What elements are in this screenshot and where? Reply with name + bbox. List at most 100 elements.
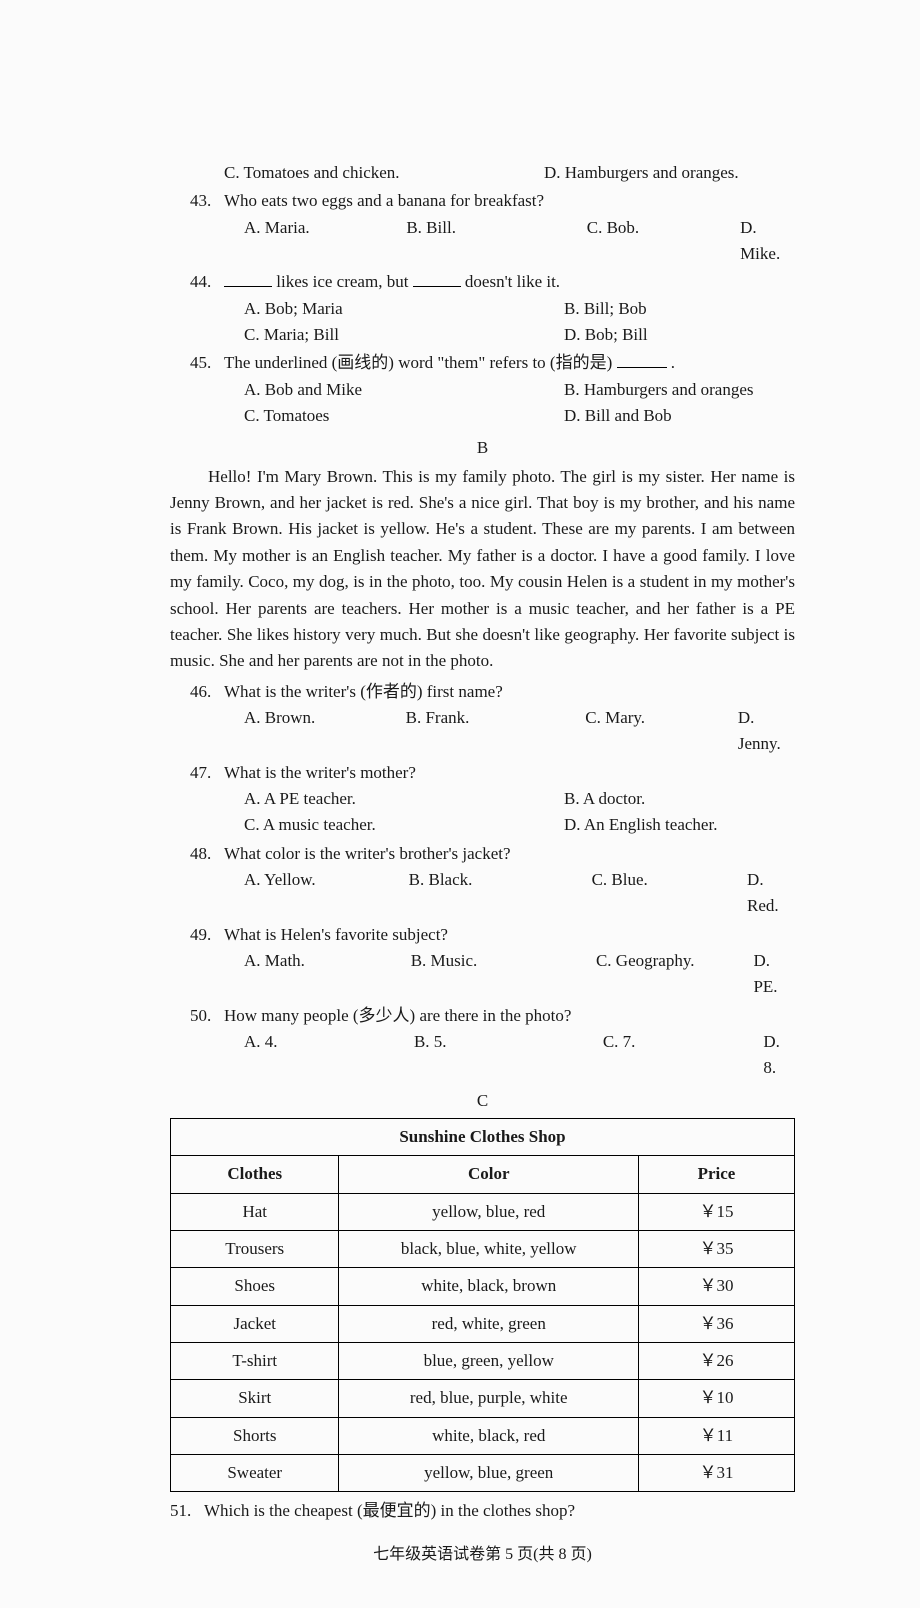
cell-price: ￥11: [638, 1417, 794, 1454]
question-44: 44. likes ice cream, but doesn't like it…: [190, 269, 795, 348]
q49-opt-a[interactable]: A. Math.: [244, 948, 411, 1001]
q45-num: 45.: [190, 350, 224, 376]
q50-opt-b[interactable]: B. 5.: [414, 1029, 603, 1082]
cell-clothes: Trousers: [171, 1231, 339, 1268]
table-title: Sunshine Clothes Shop: [171, 1119, 795, 1156]
question-47: 47. What is the writer's mother? A. A PE…: [190, 760, 795, 839]
q50-opt-a[interactable]: A. 4.: [244, 1029, 414, 1082]
q45-blank: [617, 367, 667, 368]
section-c-letter: C: [170, 1088, 795, 1114]
table-row: Hat yellow, blue, red ￥15: [171, 1193, 795, 1230]
q44-num: 44.: [190, 269, 224, 295]
q43-opt-a[interactable]: A. Maria.: [244, 215, 406, 268]
q47-opt-d[interactable]: D. An English teacher.: [564, 812, 717, 838]
cell-price: ￥31: [638, 1455, 794, 1492]
q50-opt-c[interactable]: C. 7.: [603, 1029, 764, 1082]
cell-color: red, white, green: [339, 1305, 639, 1342]
q46-num: 46.: [190, 679, 224, 705]
table-row: T-shirt blue, green, yellow ￥26: [171, 1343, 795, 1380]
cell-price: ￥36: [638, 1305, 794, 1342]
question-43: 43. Who eats two eggs and a banana for b…: [190, 188, 795, 267]
cell-clothes: Jacket: [171, 1305, 339, 1342]
table-head-price: Price: [638, 1156, 794, 1193]
passage-b: Hello! I'm Mary Brown. This is my family…: [170, 464, 795, 675]
q46-text: What is the writer's (作者的) first name?: [224, 679, 503, 705]
q48-opt-b[interactable]: B. Black.: [409, 867, 592, 920]
q44-blank-2: [413, 286, 461, 287]
q42-opt-c: C. Tomatoes and chicken.: [224, 160, 544, 186]
cell-price: ￥35: [638, 1231, 794, 1268]
q48-num: 48.: [190, 841, 224, 867]
q44-opt-d[interactable]: D. Bob; Bill: [564, 322, 648, 348]
cell-price: ￥15: [638, 1193, 794, 1230]
cell-color: yellow, blue, green: [339, 1455, 639, 1492]
cell-color: blue, green, yellow: [339, 1343, 639, 1380]
q46-opt-a[interactable]: A. Brown.: [244, 705, 406, 758]
q44-opt-b[interactable]: B. Bill; Bob: [564, 296, 647, 322]
q49-opt-d[interactable]: D. PE.: [753, 948, 795, 1001]
q50-opt-d[interactable]: D. 8.: [763, 1029, 795, 1082]
question-46: 46. What is the writer's (作者的) first nam…: [190, 679, 795, 758]
question-50: 50. How many people (多少人) are there in t…: [190, 1003, 795, 1082]
table-head-clothes: Clothes: [171, 1156, 339, 1193]
q43-opt-c[interactable]: C. Bob.: [587, 215, 740, 268]
page-footer: 七年级英语试卷第 5 页(共 8 页): [170, 1543, 795, 1568]
q43-opt-b[interactable]: B. Bill.: [406, 215, 586, 268]
question-48: 48. What color is the writer's brother's…: [190, 841, 795, 920]
q45-opt-d[interactable]: D. Bill and Bob: [564, 403, 672, 429]
q44-opt-c[interactable]: C. Maria; Bill: [244, 322, 564, 348]
clothes-table: Sunshine Clothes Shop Clothes Color Pric…: [170, 1118, 795, 1492]
table-row: Jacket red, white, green ￥36: [171, 1305, 795, 1342]
q45-opt-b[interactable]: B. Hamburgers and oranges: [564, 377, 753, 403]
q48-opt-a[interactable]: A. Yellow.: [244, 867, 409, 920]
q50-num: 50.: [190, 1003, 224, 1029]
q45-text: The underlined (画线的) word "them" refers …: [224, 350, 675, 376]
cell-price: ￥10: [638, 1380, 794, 1417]
q50-text: How many people (多少人) are there in the p…: [224, 1003, 571, 1029]
cell-price: ￥26: [638, 1343, 794, 1380]
q47-opt-a[interactable]: A. A PE teacher.: [244, 786, 564, 812]
q48-text: What color is the writer's brother's jac…: [224, 841, 511, 867]
cell-clothes: Skirt: [171, 1380, 339, 1417]
table-row: Skirt red, blue, purple, white ￥10: [171, 1380, 795, 1417]
table-head-color: Color: [339, 1156, 639, 1193]
q47-text: What is the writer's mother?: [224, 760, 416, 786]
q46-opt-d[interactable]: D. Jenny.: [738, 705, 795, 758]
table-header-row: Clothes Color Price: [171, 1156, 795, 1193]
q51-num: 51.: [170, 1498, 204, 1524]
q48-opt-d[interactable]: D. Red.: [747, 867, 795, 920]
question-49: 49. What is Helen's favorite subject? A.…: [190, 922, 795, 1001]
table-row: Trousers black, blue, white, yellow ￥35: [171, 1231, 795, 1268]
section-b-letter: B: [170, 435, 795, 461]
q42-opt-d: D. Hamburgers and oranges.: [544, 160, 739, 186]
table-row: Sweater yellow, blue, green ￥31: [171, 1455, 795, 1492]
cell-clothes: Sweater: [171, 1455, 339, 1492]
cell-color: yellow, blue, red: [339, 1193, 639, 1230]
table-row: Shorts white, black, red ￥11: [171, 1417, 795, 1454]
q49-text: What is Helen's favorite subject?: [224, 922, 448, 948]
q47-opt-b[interactable]: B. A doctor.: [564, 786, 645, 812]
q47-opt-c[interactable]: C. A music teacher.: [244, 812, 564, 838]
cell-color: red, blue, purple, white: [339, 1380, 639, 1417]
q43-opt-d[interactable]: D. Mike.: [740, 215, 795, 268]
cell-clothes: T-shirt: [171, 1343, 339, 1380]
q42-options-tail: C. Tomatoes and chicken. D. Hamburgers a…: [224, 160, 795, 186]
q45-opt-a[interactable]: A. Bob and Mike: [244, 377, 564, 403]
q47-num: 47.: [190, 760, 224, 786]
q45-opt-c[interactable]: C. Tomatoes: [244, 403, 564, 429]
cell-color: black, blue, white, yellow: [339, 1231, 639, 1268]
cell-clothes: Hat: [171, 1193, 339, 1230]
cell-clothes: Shorts: [171, 1417, 339, 1454]
q48-opt-c[interactable]: C. Blue.: [592, 867, 747, 920]
q46-opt-b[interactable]: B. Frank.: [406, 705, 586, 758]
q44-opt-a[interactable]: A. Bob; Maria: [244, 296, 564, 322]
q44-text: likes ice cream, but doesn't like it.: [224, 269, 560, 295]
question-51: 51. Which is the cheapest (最便宜的) in the …: [170, 1498, 795, 1524]
q43-num: 43.: [190, 188, 224, 214]
q49-opt-c[interactable]: C. Geography.: [596, 948, 753, 1001]
q46-opt-c[interactable]: C. Mary.: [585, 705, 738, 758]
q49-opt-b[interactable]: B. Music.: [411, 948, 596, 1001]
question-45: 45. The underlined (画线的) word "them" ref…: [190, 350, 795, 429]
table-title-row: Sunshine Clothes Shop: [171, 1119, 795, 1156]
q51-text: Which is the cheapest (最便宜的) in the clot…: [204, 1498, 575, 1524]
